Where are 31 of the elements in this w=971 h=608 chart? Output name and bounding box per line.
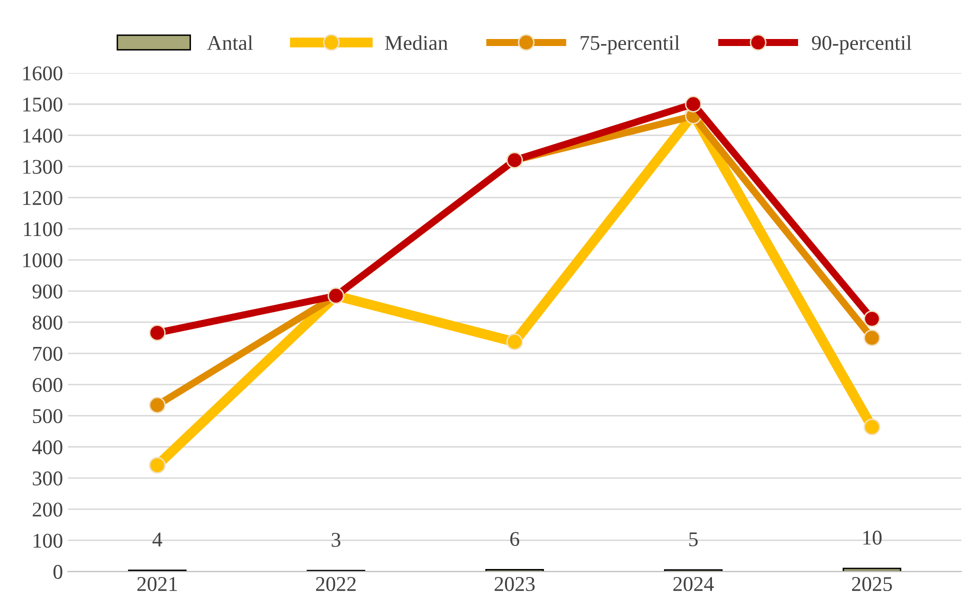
x-tick-label: 2025 — [852, 576, 892, 592]
y-tick-label: 800 — [32, 316, 62, 330]
y-tick-label: 200 — [32, 502, 62, 517]
data-label: 4 — [152, 532, 162, 546]
data-label: 10 — [863, 530, 882, 545]
y-tick-label: 600 — [32, 378, 62, 392]
y-tick-label: 0 — [53, 564, 62, 579]
y-tick-label: 1500 — [23, 97, 62, 112]
data-label: 3 — [332, 532, 340, 547]
y-tick-label: 1100 — [24, 222, 62, 236]
data-label: 6 — [510, 532, 520, 546]
y-tick-label: 1600 — [23, 66, 62, 80]
data-label: 5 — [689, 532, 698, 546]
x-tick-label: 2024 — [673, 576, 714, 592]
y-tick-label: 1200 — [23, 190, 62, 206]
legend-label: Antal — [207, 35, 253, 50]
y-tick-label: 100 — [34, 534, 62, 548]
y-tick-label: 900 — [32, 284, 62, 299]
y-tick-label: 1400 — [23, 128, 62, 143]
legend-label: 90-percentil — [812, 35, 912, 54]
y-tick-label: 1000 — [23, 253, 62, 268]
y-tick-label: 700 — [33, 346, 62, 361]
y-tick-label: 500 — [33, 409, 62, 424]
x-tick-label: 2023 — [494, 576, 535, 592]
y-tick-label: 400 — [32, 440, 62, 454]
y-tick-label: 300 — [32, 471, 62, 486]
y-tick-label: 1300 — [23, 160, 62, 174]
x-tick-label: 2022 — [316, 576, 356, 592]
legend-label: Median — [385, 35, 448, 50]
legend-label: 75-percentil — [580, 35, 680, 54]
x-tick-label: 2021 — [137, 576, 177, 592]
